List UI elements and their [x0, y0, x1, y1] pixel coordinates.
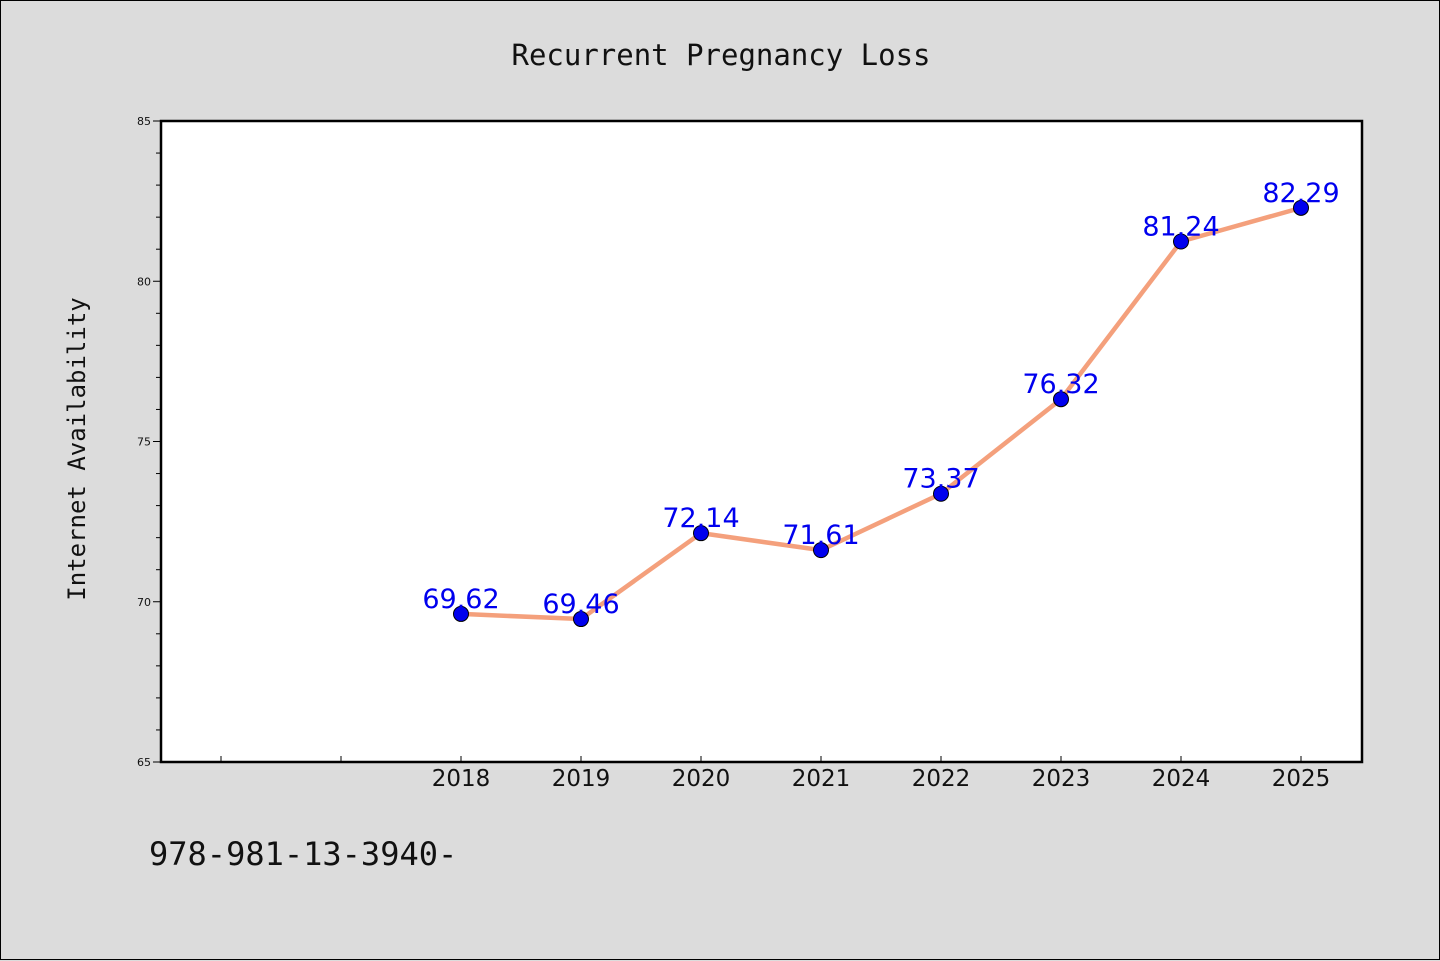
x-axis-ticks: 2018 2019 2020 2021 2022 2023 2024 2025	[220, 756, 1331, 792]
data-point	[1053, 391, 1069, 408]
y-tick-label: 70	[137, 596, 151, 609]
y-tick-label: 85	[137, 115, 151, 128]
y-axis-label: Internet Availability	[63, 297, 91, 600]
data-label: 82.29	[1262, 178, 1339, 209]
y-tick-label: 80	[137, 275, 151, 288]
series-layer: 69.62 69.46 72.14 71.61 73.37 76.32 81.24 82.29	[422, 178, 1340, 628]
x-tick-label: 2024	[1152, 766, 1211, 792]
x-tick-label: 2023	[1032, 766, 1091, 792]
plot-area	[159, 119, 1364, 764]
data-point	[1173, 233, 1189, 250]
x-tick-label: 2025	[1272, 766, 1331, 792]
chart-title: Recurrent Pregnancy Loss	[511, 38, 930, 72]
data-point	[693, 525, 709, 542]
y-axis-ticks: 65 70 75 80 85	[137, 115, 161, 769]
data-label: 71.61	[782, 520, 859, 551]
data-label: 81.24	[1142, 212, 1219, 243]
x-tick-label: 2020	[672, 766, 731, 792]
data-point	[1293, 199, 1309, 216]
data-point	[813, 542, 829, 559]
series-line	[460, 205, 1302, 622]
data-label: 72.14	[662, 503, 739, 534]
x-tick-label: 2019	[552, 766, 611, 792]
y-tick-label: 65	[137, 756, 151, 769]
data-label: 73.37	[902, 464, 979, 495]
y-tick-label: 75	[137, 436, 151, 449]
data-point	[933, 485, 949, 502]
data-label: 76.32	[1022, 369, 1099, 400]
data-point	[573, 611, 589, 628]
x-tick-label: 2022	[912, 766, 971, 792]
data-point	[453, 605, 469, 622]
data-label: 69.62	[422, 584, 499, 615]
x-tick-label: 2021	[792, 766, 851, 792]
footer-code: 978-981-13-3940-	[149, 835, 457, 873]
x-tick-label: 2018	[432, 766, 491, 792]
data-label: 69.46	[542, 589, 619, 620]
